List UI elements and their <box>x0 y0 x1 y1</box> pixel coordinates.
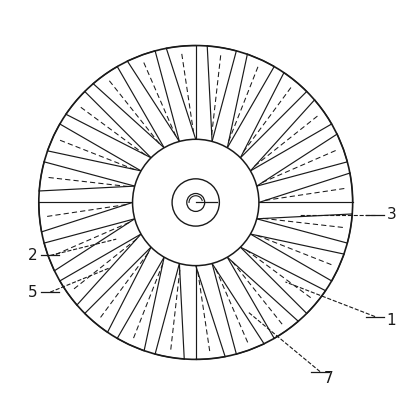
Text: 1: 1 <box>386 313 396 328</box>
Circle shape <box>172 179 219 226</box>
Text: 7: 7 <box>323 371 333 387</box>
Text: 2: 2 <box>28 248 37 263</box>
Text: 3: 3 <box>386 207 396 222</box>
Circle shape <box>133 139 259 265</box>
Text: 5: 5 <box>28 285 37 300</box>
